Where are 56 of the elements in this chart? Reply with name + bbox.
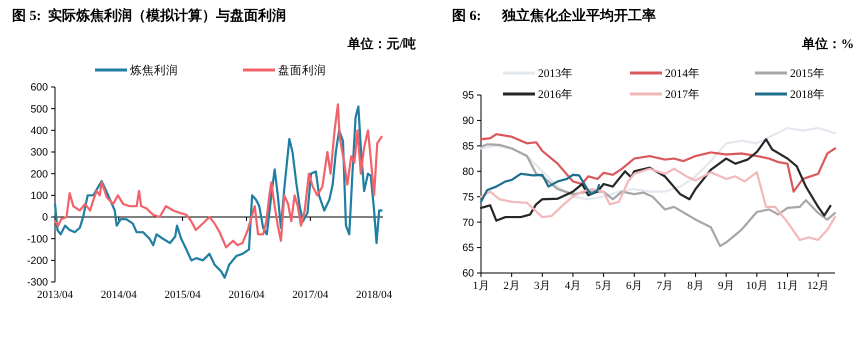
x-tick-label: 10月 <box>746 280 768 292</box>
chart-title: 图 6: 独立焦化企业平均开工率 <box>452 7 656 24</box>
x-tick-label: 2月 <box>503 280 520 292</box>
y-tick-label: 95 <box>462 90 474 102</box>
y-tick-label: 70 <box>462 216 474 229</box>
x-tick-label: 2016/04 <box>228 289 266 301</box>
y-tick-label: 400 <box>30 125 48 138</box>
legend-label: 炼焦利润 <box>130 63 178 78</box>
legend-label: 2015年 <box>790 67 825 80</box>
y-tick-label: 200 <box>30 168 48 180</box>
x-tick-label: 7月 <box>656 280 674 292</box>
y-tick-label: 65 <box>462 242 474 254</box>
x-tick-label: 12月 <box>807 280 830 292</box>
x-tick-label: 9月 <box>718 280 734 292</box>
y-tick-label: 300 <box>30 146 48 159</box>
chart-title: 图 5: 实际炼焦利润（模拟计算）与盘面利润 <box>12 7 286 24</box>
x-tick-label: 2013/04 <box>36 289 74 301</box>
chart-subtitle: 单位：元/吨 <box>346 36 416 51</box>
legend-label: 2017年 <box>665 88 700 102</box>
legend-label: 2013年 <box>538 67 573 80</box>
x-tick-label: 4月 <box>564 280 582 292</box>
legend-label: 盘面利润 <box>278 63 326 78</box>
line-series <box>480 172 600 203</box>
y-tick-label: -100 <box>26 233 48 246</box>
x-tick-label: 3月 <box>534 280 551 292</box>
x-tick-label: 2014/04 <box>100 289 138 301</box>
line-series <box>54 103 383 248</box>
line-series <box>480 168 836 242</box>
legend-label: 2016年 <box>538 88 573 102</box>
x-tick-label: 2018/04 <box>356 289 393 301</box>
line-series <box>480 138 832 222</box>
y-tick-label: 85 <box>462 140 474 153</box>
y-tick-label: 100 <box>30 190 48 202</box>
y-tick-label: -200 <box>26 255 48 268</box>
line-series <box>480 133 836 193</box>
y-tick-label: 500 <box>30 103 48 116</box>
line-series <box>480 143 836 248</box>
x-tick-label: 8月 <box>687 280 704 292</box>
x-tick-label: 2017/04 <box>292 289 329 301</box>
y-tick-label: 600 <box>30 82 48 94</box>
legend-label: 2018年 <box>790 88 825 102</box>
line-series <box>54 105 383 279</box>
line-series <box>480 126 836 200</box>
y-tick-label: 80 <box>462 166 474 178</box>
x-tick-label: 1月 <box>472 280 490 292</box>
y-tick-label: 90 <box>462 115 474 128</box>
y-tick-label: 0 <box>42 212 48 224</box>
y-tick-label: -300 <box>26 276 48 289</box>
x-tick-label: 11月 <box>776 280 798 292</box>
chart-subtitle: 单位：% <box>801 36 854 51</box>
y-tick-label: 60 <box>462 268 474 280</box>
y-tick-label: 75 <box>462 191 474 204</box>
x-tick-label: 2015/04 <box>164 289 202 301</box>
x-tick-label: 5月 <box>595 280 612 292</box>
x-tick-label: 6月 <box>626 280 642 292</box>
legend-label: 2014年 <box>665 67 700 80</box>
